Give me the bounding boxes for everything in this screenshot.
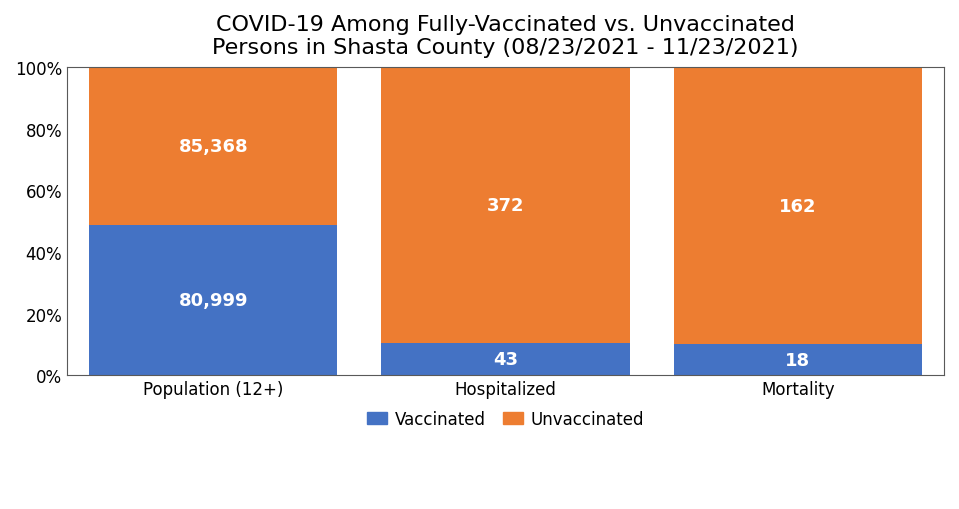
Text: 43: 43 — [493, 351, 518, 369]
Text: 18: 18 — [785, 351, 810, 369]
Text: 80,999: 80,999 — [178, 292, 248, 309]
Text: 372: 372 — [487, 197, 525, 215]
Bar — [89, 68, 338, 225]
Bar — [89, 225, 338, 376]
Bar — [673, 68, 922, 345]
Bar — [382, 68, 630, 344]
Text: 162: 162 — [779, 197, 817, 215]
Bar — [673, 345, 922, 376]
Text: 85,368: 85,368 — [178, 138, 248, 156]
Legend: Vaccinated, Unvaccinated: Vaccinated, Unvaccinated — [360, 404, 651, 435]
Bar — [382, 344, 630, 376]
Title: COVID-19 Among Fully-Vaccinated vs. Unvaccinated
Persons in Shasta County (08/23: COVID-19 Among Fully-Vaccinated vs. Unva… — [212, 15, 799, 58]
